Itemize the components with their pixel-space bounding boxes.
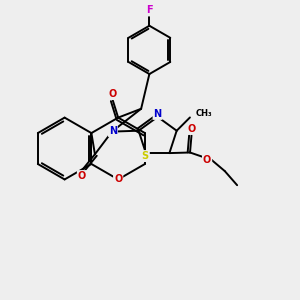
Text: F: F <box>146 5 153 15</box>
Text: O: O <box>188 124 196 134</box>
Text: S: S <box>142 151 149 161</box>
Text: N: N <box>154 109 162 119</box>
Text: CH₃: CH₃ <box>195 110 212 118</box>
Text: O: O <box>109 89 117 99</box>
Text: O: O <box>203 155 211 165</box>
Text: O: O <box>114 174 122 184</box>
Text: N: N <box>109 126 117 136</box>
Text: O: O <box>78 171 86 181</box>
